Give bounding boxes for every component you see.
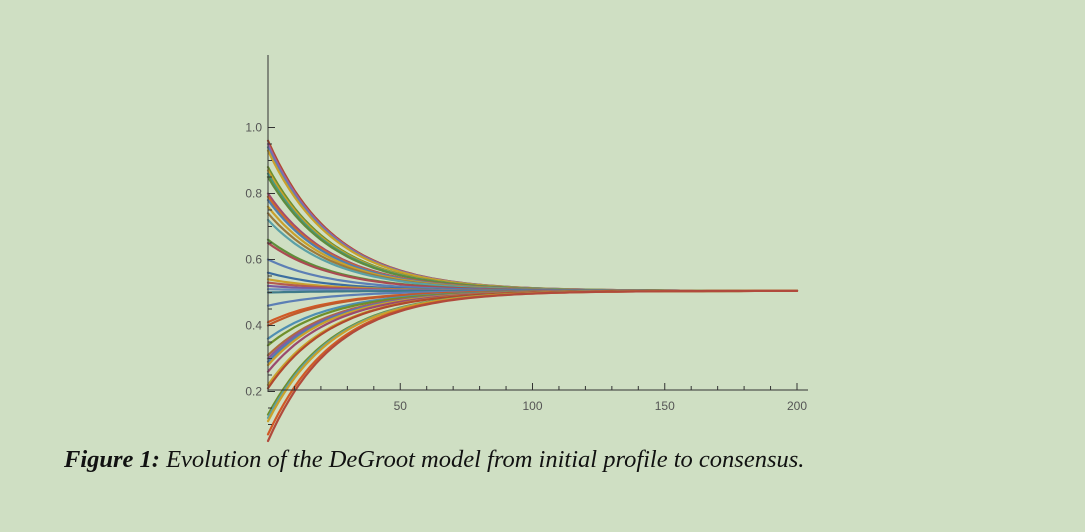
caption-label: Figure 1: [64, 446, 160, 473]
series-lines [266, 139, 799, 443]
figure-caption: Figure 1: Evolution of the DeGroot model… [64, 446, 1064, 474]
x-tick-label: 200 [787, 399, 807, 413]
x-tick-label: 50 [394, 399, 408, 413]
series-line [266, 169, 799, 292]
caption-text: Evolution of the DeGroot model from init… [166, 446, 805, 473]
series-line [266, 175, 799, 292]
axes: 0.2 0.4 0.6 0.8 1.0 50 100 150 200 [245, 55, 808, 425]
series-line [266, 212, 799, 292]
x-tick-label: 150 [655, 399, 675, 413]
y-tick-label: 0.6 [245, 253, 262, 267]
series-line [266, 289, 799, 443]
y-tick-label: 0.8 [245, 187, 262, 201]
y-tick-label: 0.2 [245, 385, 262, 399]
x-tick-label: 100 [522, 399, 542, 413]
series-line [266, 172, 799, 292]
series-line [266, 166, 799, 292]
y-tick-label: 0.4 [245, 319, 262, 333]
y-tick-label: 1.0 [245, 121, 262, 135]
